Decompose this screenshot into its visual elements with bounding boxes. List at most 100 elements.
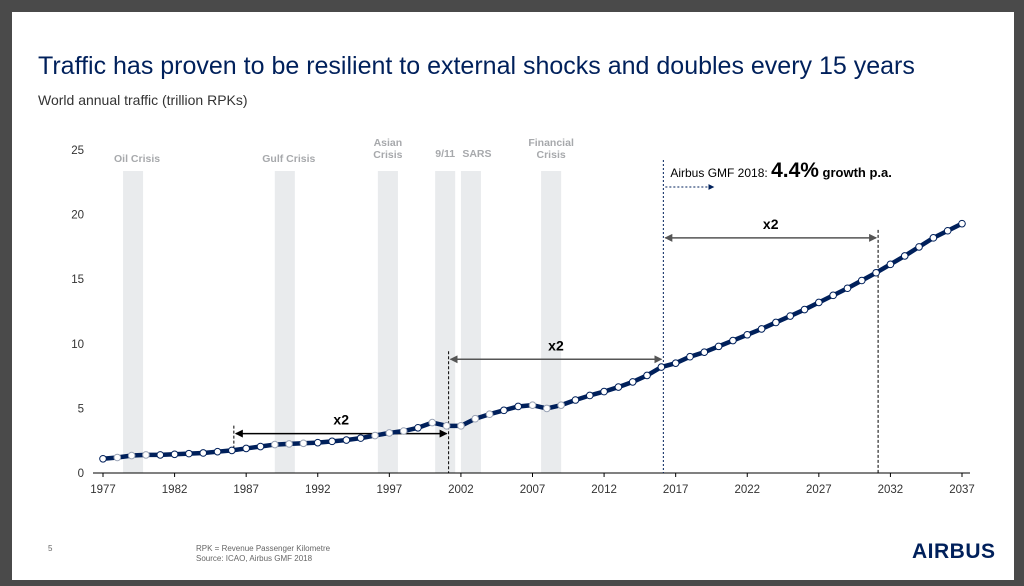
data-point [943, 226, 952, 235]
x-tick-label: 1977 [90, 484, 116, 496]
x-tick-label: 1997 [377, 484, 403, 496]
data-point [786, 312, 795, 320]
data-point [328, 437, 336, 446]
data-point [185, 449, 193, 458]
y-tick-label: 20 [71, 210, 84, 222]
x-tick-label: 2032 [878, 484, 904, 496]
crisis-band [123, 171, 144, 473]
data-point [714, 342, 723, 351]
data-point [170, 450, 179, 459]
data-point [285, 440, 293, 448]
doubling-label: x2 [763, 216, 779, 232]
crisis-label: Financial Crisis [528, 137, 574, 161]
data-point [857, 276, 866, 285]
x-tick-label: 2007 [520, 484, 546, 496]
data-point [929, 234, 938, 242]
crisis-band [541, 171, 562, 473]
data-point [700, 348, 709, 356]
data-point [399, 427, 408, 435]
y-tick-label: 10 [71, 339, 84, 351]
data-point [843, 284, 852, 293]
data-point [271, 440, 279, 449]
data-point [543, 404, 551, 413]
y-tick-label: 5 [78, 403, 84, 415]
data-point [299, 439, 308, 448]
data-point [485, 410, 494, 419]
x-tick-label: 1982 [162, 484, 188, 496]
data-point [471, 414, 480, 423]
data-point [729, 336, 737, 345]
forecast-rate: 4.4% [771, 159, 819, 182]
data-point [371, 431, 379, 440]
crisis-band [460, 171, 481, 473]
y-tick-label: 15 [71, 274, 84, 286]
data-point [500, 406, 508, 415]
data-point [671, 359, 680, 367]
crisis-band [274, 171, 295, 473]
data-point [628, 378, 637, 386]
x-tick-label: 2002 [448, 484, 474, 496]
doubling-label: x2 [548, 337, 564, 353]
data-point [113, 453, 122, 462]
window-bottom-border [0, 580, 1024, 586]
footnote: RPK = Revenue Passenger Kilometre Source… [196, 544, 330, 564]
data-point [600, 387, 608, 396]
data-point [428, 418, 437, 427]
x-tick-label: 1992 [305, 484, 331, 496]
data-point [643, 371, 651, 380]
x-tick-label: 1987 [233, 484, 259, 496]
crisis-label: Oil Crisis [114, 153, 160, 165]
window-left-border [0, 0, 12, 586]
data-point [356, 434, 365, 442]
data-point [585, 391, 594, 400]
data-point [757, 325, 766, 333]
data-point [242, 444, 250, 453]
x-tick-label: 2027 [806, 484, 832, 496]
data-point [256, 442, 265, 451]
data-point [886, 260, 895, 269]
crisis-band [435, 171, 456, 473]
data-point [958, 219, 966, 228]
forecast-label: Airbus GMF 2018: 4.4% growth p.a. [670, 159, 892, 182]
data-point [657, 363, 666, 371]
slide-title: Traffic has proven to be resilient to ex… [38, 52, 915, 80]
window-right-border [1014, 0, 1024, 586]
y-tick-label: 0 [78, 468, 84, 480]
data-point [528, 401, 537, 409]
data-point [815, 298, 823, 307]
traffic-series-line [100, 221, 965, 462]
data-point [571, 396, 580, 404]
x-tick-label: 2037 [949, 484, 975, 496]
data-point [772, 318, 780, 327]
slide-canvas [12, 12, 1014, 580]
window-top-border [0, 0, 1024, 12]
y-tick-label: 25 [71, 145, 84, 157]
data-point [915, 243, 923, 251]
crisis-band [377, 171, 398, 473]
data-point [127, 451, 136, 460]
page-number: 5 [48, 544, 53, 553]
data-point [213, 447, 222, 456]
data-point [800, 305, 809, 314]
data-point [514, 402, 522, 411]
data-point [313, 438, 322, 447]
data-point [99, 454, 107, 463]
footnote-source: Source: ICAO, Airbus GMF 2018 [196, 554, 313, 563]
data-point [829, 291, 837, 300]
data-point [686, 352, 694, 361]
footnote-definition: RPK = Revenue Passenger Kilometre [196, 544, 331, 553]
data-point [557, 401, 565, 409]
data-point [743, 330, 752, 339]
crisis-label: Gulf Crisis [262, 153, 315, 165]
data-point [414, 423, 422, 432]
data-point [614, 383, 623, 391]
doubling-label: x2 [333, 412, 349, 428]
data-point [199, 449, 208, 457]
data-point [442, 422, 451, 430]
data-point [872, 268, 880, 277]
data-point [156, 451, 165, 459]
crisis-label: 9/11 [435, 148, 455, 160]
data-point [228, 446, 236, 455]
